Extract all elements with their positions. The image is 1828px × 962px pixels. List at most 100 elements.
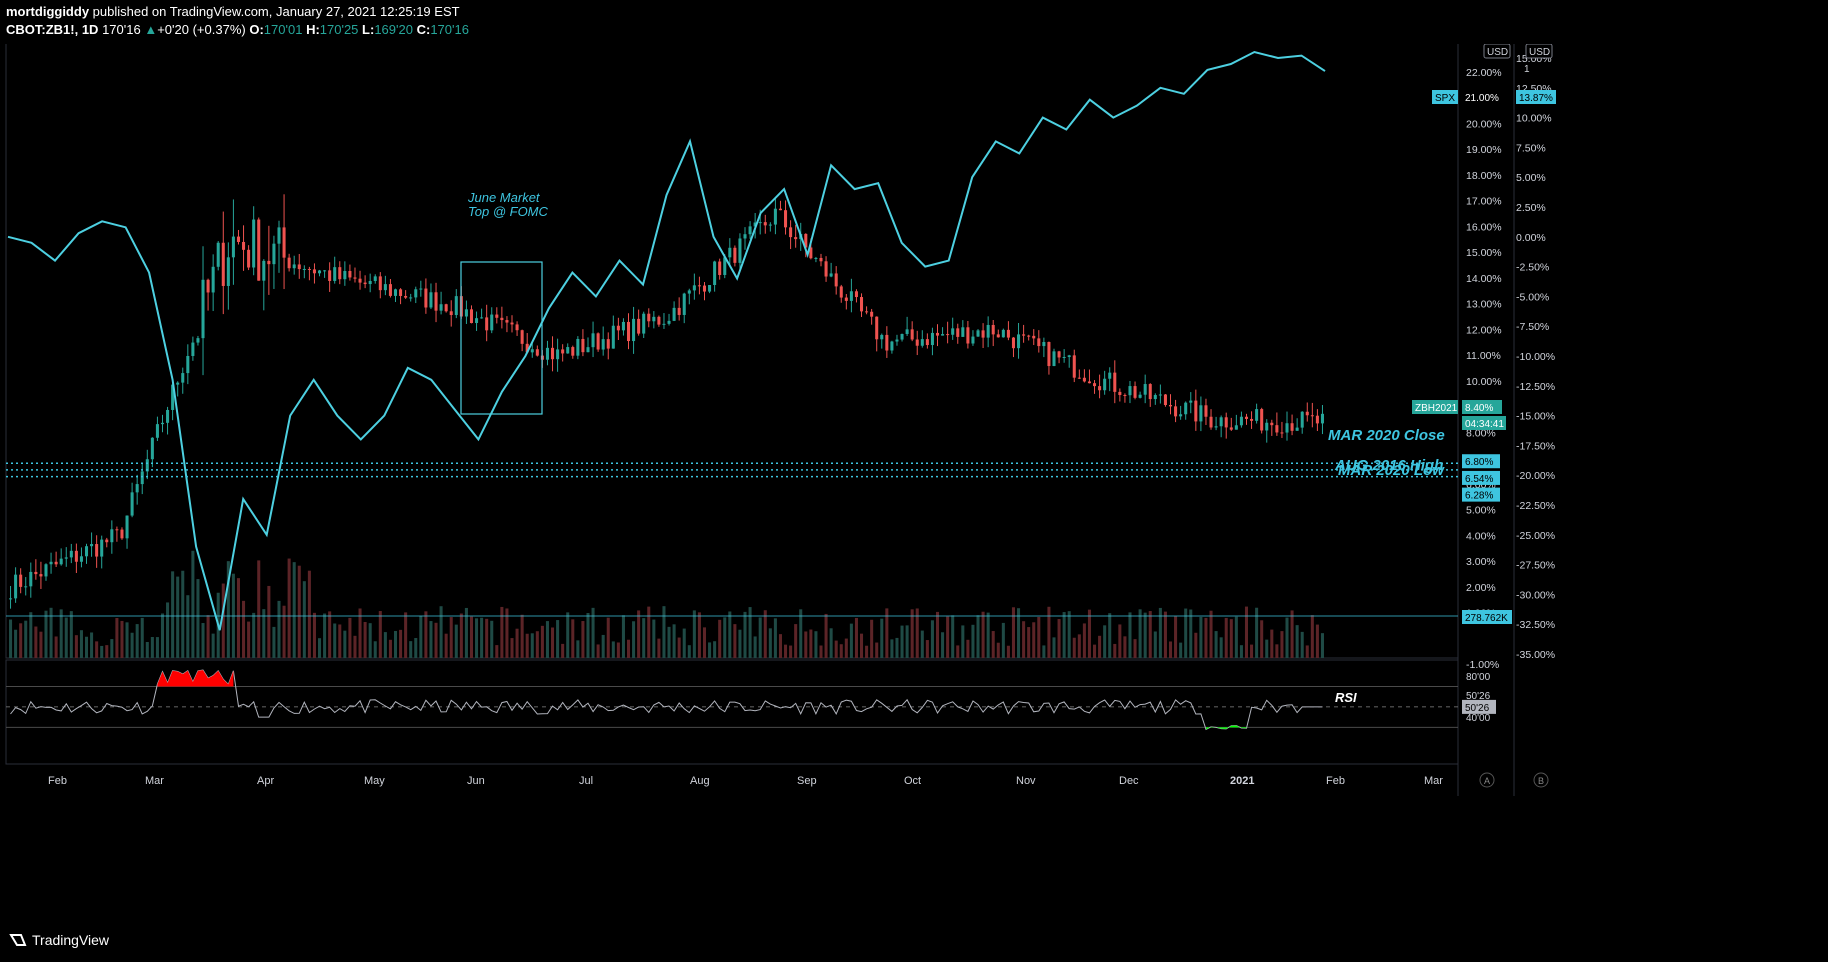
volume-bar [1082,623,1086,658]
price-candle [485,317,489,331]
volume-bar [1032,622,1036,658]
price-candle [59,558,63,565]
price-candle [1082,377,1086,382]
price-candle [824,261,828,277]
volume-bar [1087,609,1091,658]
high-value: 170'25 [319,22,359,37]
price-candle [358,278,362,283]
volume-bar [1204,617,1208,658]
volume-bar [1103,625,1107,658]
current-symbol-tag-bg [1412,400,1458,414]
volume-bar [834,640,838,658]
volume-bar [515,628,519,658]
volume-bar [459,613,463,658]
volume-bar [368,623,372,658]
volume-bar [1239,645,1243,658]
price-candle [216,242,220,267]
price-candle [713,261,717,286]
aug-high-value: 6.54% [1465,474,1493,485]
change-arrow-icon: ▲ [144,22,158,37]
volume-bar [647,606,651,658]
volume-bar [935,611,940,658]
price-candle [409,297,413,299]
price-candle [844,297,848,301]
volume-bar [606,617,610,658]
price-candle [125,515,129,539]
price-candle [1315,415,1319,424]
price-candle [247,249,251,268]
price-candle [606,339,610,349]
price-candle [1062,356,1066,358]
volume-bar [328,611,332,658]
volume-bar [1265,639,1269,658]
right-axis-unit: USD [1529,47,1550,58]
volume-bar [79,630,83,658]
price-candle [870,311,874,317]
price-candle [561,349,565,354]
volume-bar [971,624,975,658]
price-candle [343,270,347,280]
price-candle [596,333,600,350]
volume-bar [221,583,225,658]
price-candle [54,561,58,565]
left-axis-tick: 19.00% [1466,144,1502,156]
price-candle [854,291,858,298]
price-candle [257,219,261,281]
price-candle [687,290,691,294]
left-axis-tick: 8.00% [1466,427,1496,439]
price-candle [880,334,884,340]
price-candle [672,307,676,321]
price-candle [778,208,782,211]
price-candle [1001,329,1005,338]
left-axis-tick: 4.00% [1466,530,1496,542]
volume-bar [110,639,114,658]
price-candle [556,349,560,360]
symbol-name[interactable]: CBOT:ZB1!, 1D [6,22,99,37]
close-label: C: [416,22,431,37]
price-candle [404,295,408,298]
volume-bar [49,607,53,658]
price-candle [74,550,78,562]
right-axis-tick: 0.00% [1516,232,1546,244]
price-candle [1244,416,1249,419]
right-axis-tick: -17.50% [1516,440,1555,452]
volume-bar [24,620,28,658]
volume-bar [920,630,924,658]
author-name[interactable]: mortdiggiddy [6,4,90,19]
price-candle [971,336,975,344]
volume-bar [282,605,286,658]
price-candle [1194,400,1198,422]
tradingview-logo[interactable]: TradingView [8,932,109,950]
price-candle [621,321,625,331]
price-candle [748,226,752,235]
price-candle [1017,334,1021,349]
price-candle [814,257,818,259]
volume-bar [44,610,48,658]
volume-bar [637,610,641,658]
price-candle [140,471,144,485]
volume-bar [439,606,443,658]
price-candle [49,561,53,565]
price-candle [520,330,524,344]
volume-bar [464,607,468,658]
price-candle [804,233,808,248]
price-candle [763,222,767,226]
volume-bar [14,629,18,658]
price-chart[interactable]: Feb Mar Apr May Jun Jul Aug Sep Oct Nov Dec 2021 Feb… [0,44,1828,924]
price-candle [236,236,240,242]
volume-bar [814,631,818,658]
volume-bar [1138,609,1142,658]
volume-bar [1229,619,1233,658]
price-candle [611,325,615,349]
x-tick-label: Jun [467,775,485,787]
volume-bar [444,633,448,658]
volume-bar [348,617,352,658]
volume-bar [520,614,524,658]
volume-bar [454,624,458,658]
price-candle [1214,426,1218,428]
volume-bar [905,625,909,658]
right-unit-badge [1525,44,1553,59]
volume-bar [1072,637,1076,658]
left-axis-tick: 3.00% [1466,556,1496,568]
volume-bar [1001,622,1005,658]
